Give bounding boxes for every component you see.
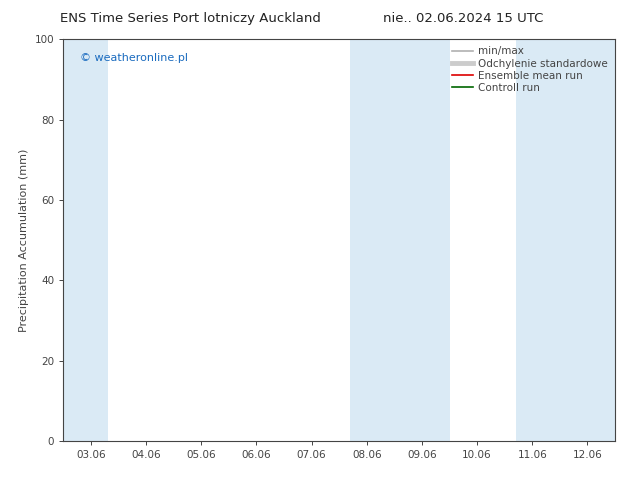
Text: ENS Time Series Port lotniczy Auckland: ENS Time Series Port lotniczy Auckland [60,12,321,25]
Bar [515,39,615,441]
Legend: min/max, Odchylenie standardowe, Ensemble mean run, Controll run: min/max, Odchylenie standardowe, Ensembl… [448,42,612,97]
Y-axis label: Precipitation Accumulation (mm): Precipitation Accumulation (mm) [19,148,29,332]
Bar [63,39,108,441]
Bar [350,39,450,441]
Text: © weatheronline.pl: © weatheronline.pl [80,53,188,63]
Text: nie.. 02.06.2024 15 UTC: nie.. 02.06.2024 15 UTC [383,12,543,25]
